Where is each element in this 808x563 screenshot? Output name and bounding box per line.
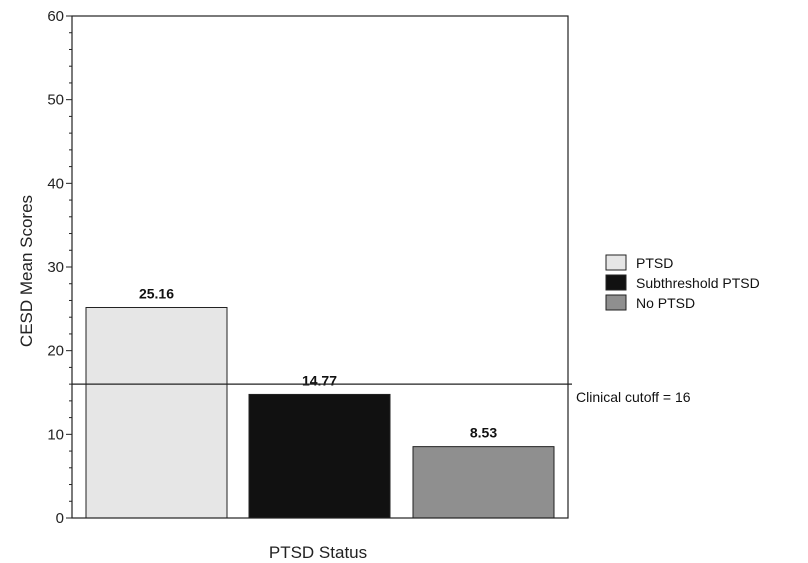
legend-swatch bbox=[605, 294, 627, 311]
bar-value-label: 25.16 bbox=[139, 285, 174, 301]
x-axis-title: PTSD Status bbox=[269, 543, 367, 562]
legend-label: PTSD bbox=[636, 255, 673, 271]
bar-no-ptsd bbox=[412, 446, 555, 519]
y-tick-label: 10 bbox=[47, 426, 64, 443]
y-tick-label: 50 bbox=[47, 92, 64, 109]
legend-label: Subthreshold PTSD bbox=[636, 275, 760, 291]
y-tick-label: 0 bbox=[56, 510, 64, 527]
bar-ptsd bbox=[85, 306, 228, 519]
legend-swatch bbox=[605, 274, 627, 291]
bars bbox=[85, 306, 555, 519]
bar-value-label: 14.77 bbox=[302, 372, 337, 388]
legend-label: No PTSD bbox=[636, 295, 695, 311]
legend: PTSD Subthreshold PTSD No PTSD bbox=[605, 254, 760, 311]
clinical-cutoff-label: Clinical cutoff = 16 bbox=[576, 389, 691, 405]
y-axis-title: CESD Mean Scores bbox=[17, 195, 36, 347]
legend-swatch bbox=[605, 254, 627, 271]
y-tick-label: 60 bbox=[47, 8, 64, 25]
y-axis-ticks: 0 10 20 30 40 50 60 bbox=[47, 8, 72, 527]
plot-frame bbox=[71, 15, 569, 519]
bar-subthreshold-ptsd bbox=[248, 393, 391, 519]
y-tick-label: 20 bbox=[47, 343, 64, 360]
bar-value-label: 8.53 bbox=[470, 425, 497, 441]
y-tick-label: 30 bbox=[47, 259, 64, 276]
y-tick-label: 40 bbox=[47, 175, 64, 192]
